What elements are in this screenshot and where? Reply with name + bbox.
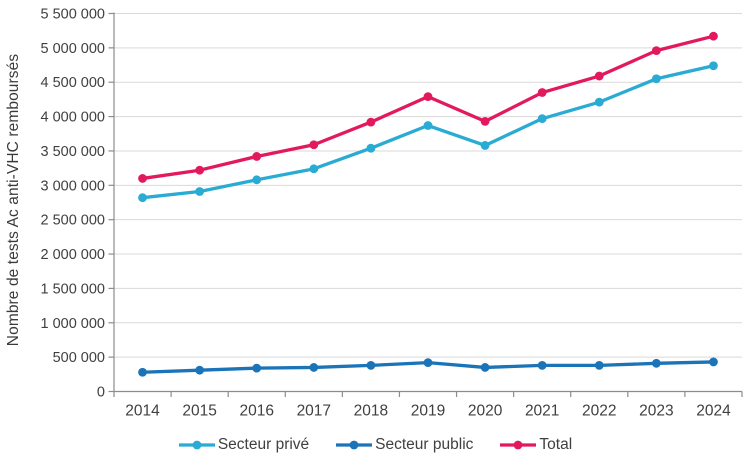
series-marker (594, 360, 604, 370)
series-marker (480, 117, 490, 126)
series-marker (366, 360, 376, 370)
series-line-secteur-priv- (140, 64, 716, 200)
legend-label: Secteur public (375, 436, 474, 453)
y-tick-label: 0 (97, 385, 105, 401)
series-marker (195, 365, 205, 375)
legend-item-secteur-public: Secteur public (335, 436, 473, 454)
series-marker (537, 114, 547, 124)
legend-marker-icon (178, 440, 215, 450)
series-marker (309, 363, 319, 372)
series-marker (366, 143, 376, 153)
chart-legend: Secteur privé Secteur public Total (0, 436, 750, 454)
y-tick-label: 1 000 000 (40, 316, 105, 332)
legend-item-secteur-priv-: Secteur privé (178, 436, 309, 454)
series-marker (195, 187, 205, 196)
x-tick-label: 2018 (354, 403, 388, 420)
series-marker (594, 97, 604, 107)
x-tick-label: 2022 (582, 403, 616, 420)
y-tick-label: 4 500 000 (40, 75, 105, 91)
series-marker (252, 175, 262, 185)
series-marker (480, 363, 490, 372)
y-tick-label: 2 000 000 (40, 247, 105, 263)
series-marker (423, 92, 433, 102)
x-tick-label: 2021 (525, 403, 559, 420)
series-line-total (140, 34, 716, 181)
x-tick-label: 2023 (639, 403, 673, 420)
x-tick-label: 2024 (696, 403, 731, 420)
y-tick-label: 1 500 000 (40, 281, 105, 297)
series-marker (309, 140, 319, 150)
series-marker (709, 61, 718, 71)
y-tick-label: 2 500 000 (40, 213, 105, 229)
legend-marker-icon (500, 440, 537, 450)
series-marker (195, 165, 205, 175)
series-marker (366, 117, 376, 127)
series-marker (651, 358, 661, 368)
x-tick-label: 2019 (411, 403, 445, 420)
series-marker (480, 141, 490, 150)
series-marker (709, 31, 718, 41)
series-marker (138, 193, 147, 203)
series-marker (709, 357, 718, 367)
series-marker (423, 121, 433, 130)
series-marker (252, 363, 262, 373)
legend-label: Total (539, 436, 573, 453)
y-tick-label: 5 500 000 (40, 7, 105, 23)
y-tick-label: 3 000 000 (40, 178, 105, 194)
series-marker (594, 71, 604, 81)
series-marker (138, 367, 147, 377)
series-marker (309, 164, 319, 174)
x-tick-label: 2017 (297, 403, 331, 420)
legend-item-total: Total (499, 436, 572, 454)
series-marker (651, 74, 661, 84)
series-marker (252, 152, 262, 161)
x-tick-label: 2020 (468, 403, 503, 420)
y-tick-label: 4 000 000 (40, 110, 105, 126)
y-tick-label: 500 000 (53, 350, 105, 366)
legend-label: Secteur privé (217, 436, 310, 453)
y-tick-label: 3 500 000 (40, 144, 105, 160)
series-marker (537, 360, 547, 370)
series-marker (423, 358, 433, 368)
series-marker (537, 88, 547, 97)
legend-marker-icon (336, 440, 373, 450)
x-tick-label: 2016 (239, 403, 273, 420)
series-marker (651, 46, 661, 56)
x-tick-label: 2015 (182, 403, 216, 420)
series-marker (138, 174, 147, 183)
x-tick-label: 2014 (125, 403, 160, 420)
y-tick-label: 5 000 000 (40, 41, 105, 57)
